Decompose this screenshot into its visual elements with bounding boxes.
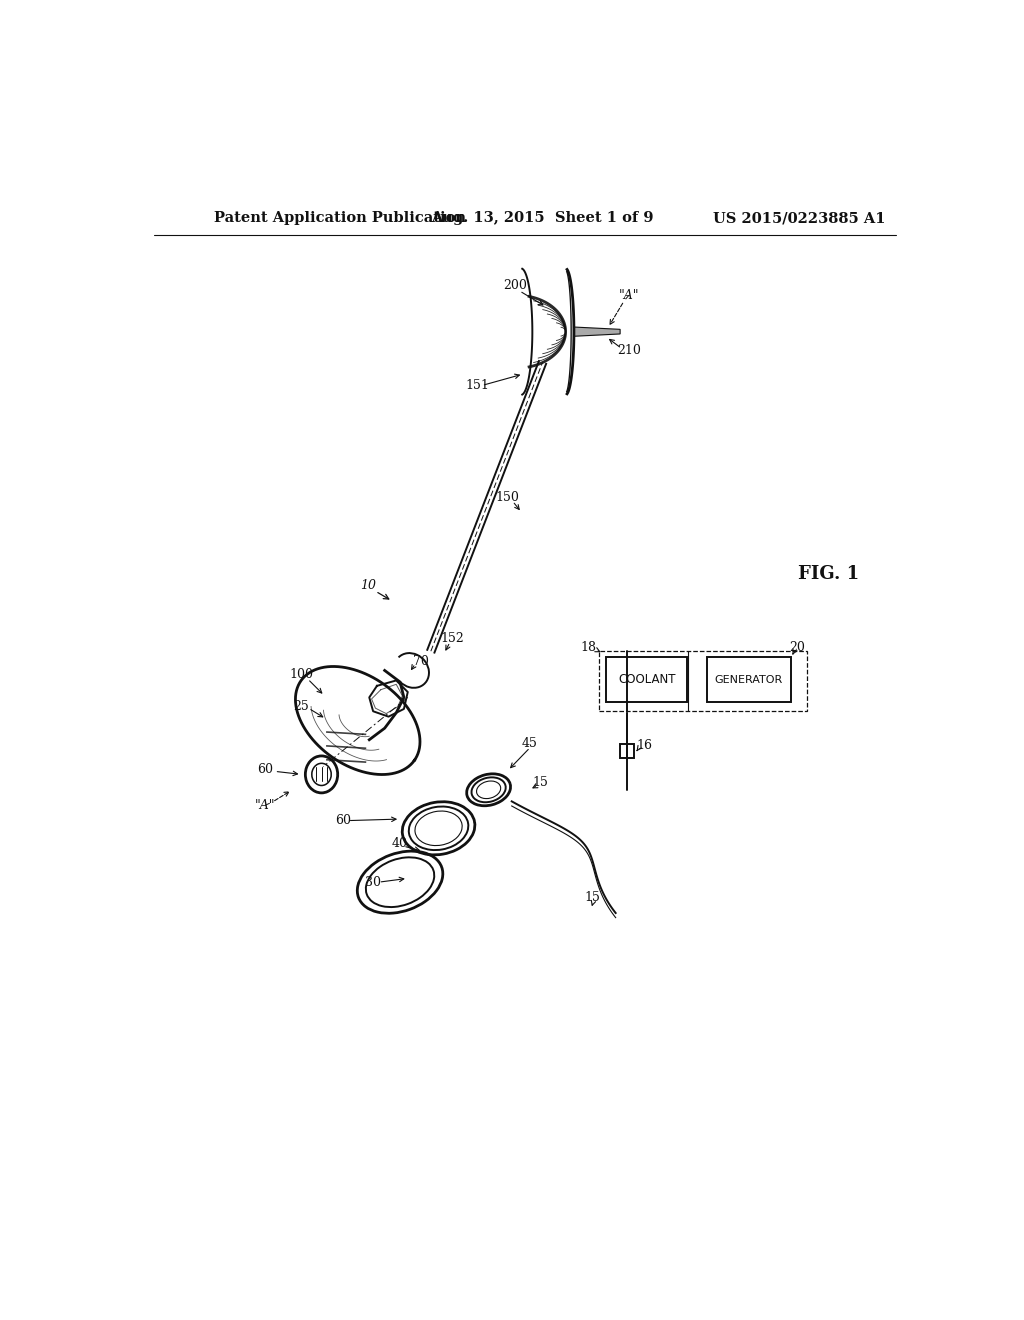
Text: 60: 60 <box>257 763 273 776</box>
Text: 70: 70 <box>413 655 429 668</box>
Text: "A": "A" <box>255 799 275 812</box>
Text: 18: 18 <box>581 640 597 653</box>
Text: 20: 20 <box>790 640 805 653</box>
Text: 151: 151 <box>465 379 489 392</box>
Text: 45: 45 <box>521 737 538 750</box>
Text: Patent Application Publication: Patent Application Publication <box>214 211 466 226</box>
Polygon shape <box>573 327 621 337</box>
Text: 150: 150 <box>496 491 520 504</box>
Text: 200: 200 <box>504 279 527 292</box>
Text: GENERATOR: GENERATOR <box>715 675 783 685</box>
Text: 60: 60 <box>335 814 351 828</box>
Text: 152: 152 <box>440 631 464 644</box>
Text: 210: 210 <box>616 345 641 358</box>
Text: 16: 16 <box>637 739 653 751</box>
Text: Aug. 13, 2015  Sheet 1 of 9: Aug. 13, 2015 Sheet 1 of 9 <box>431 211 653 226</box>
Text: 100: 100 <box>290 668 313 681</box>
Text: US 2015/0223885 A1: US 2015/0223885 A1 <box>714 211 886 226</box>
Bar <box>707 657 792 702</box>
Text: 25: 25 <box>294 700 309 713</box>
Text: 30: 30 <box>366 875 381 888</box>
Bar <box>606 657 687 702</box>
Text: 15: 15 <box>532 776 548 788</box>
Bar <box>599 651 807 711</box>
Text: "A": "A" <box>618 289 639 302</box>
Bar <box>621 744 634 758</box>
Text: FIG. 1: FIG. 1 <box>798 565 859 583</box>
Text: 40: 40 <box>392 837 408 850</box>
Text: 10: 10 <box>359 579 376 593</box>
Text: COOLANT: COOLANT <box>618 673 676 686</box>
Text: 15: 15 <box>585 891 600 904</box>
